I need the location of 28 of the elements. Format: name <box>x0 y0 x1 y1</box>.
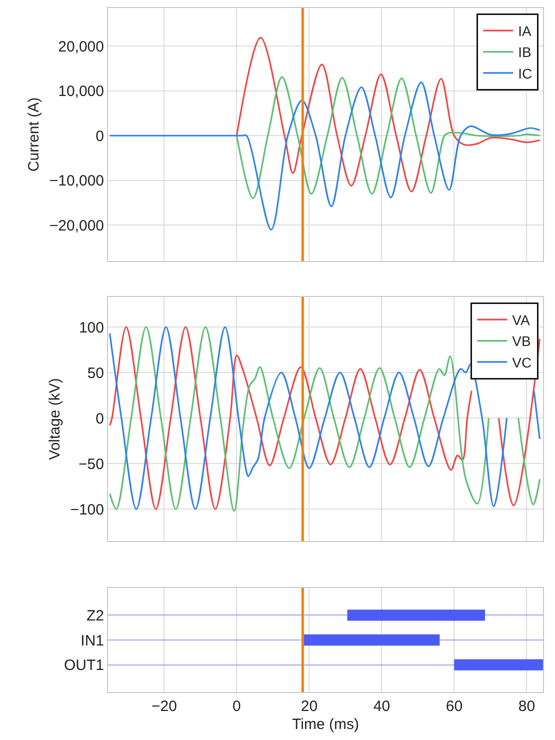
y-tick-label: 0 <box>96 128 104 145</box>
legend-label: IB <box>518 44 532 60</box>
y-tick-label: IN1 <box>80 632 104 650</box>
legend-label: IA <box>518 23 532 40</box>
x-tick-label: 20 <box>300 698 318 715</box>
x-axis-title: Time (ms) <box>292 716 359 733</box>
y-tick-label: −20,000 <box>49 217 104 234</box>
y-tick-label: Z2 <box>86 607 104 624</box>
y-tick-label: −50 <box>78 456 104 473</box>
x-tick-label: 40 <box>373 698 390 715</box>
y-tick-label: −100 <box>70 501 104 518</box>
x-tick-label: −20 <box>151 698 177 715</box>
y-axis-title: Voltage (kV) <box>46 378 64 460</box>
legend-label: VC <box>512 354 532 370</box>
x-tick-label: 80 <box>518 698 536 715</box>
legend-label: IC <box>518 65 532 82</box>
y-tick-label: 100 <box>78 319 104 336</box>
y-tick-label: 50 <box>87 364 104 382</box>
y-axis-title: Current (A) <box>26 97 43 172</box>
x-tick-label: 0 <box>232 698 241 715</box>
y-tick-label: 10,000 <box>58 83 104 100</box>
y-tick-label: −10,000 <box>49 172 104 190</box>
y-tick-label: 0 <box>96 410 104 428</box>
legend-label: VA <box>512 312 530 328</box>
legend-label: VB <box>512 333 531 350</box>
x-tick-label: 60 <box>446 698 463 715</box>
y-tick-label: OUT1 <box>64 657 104 674</box>
y-tick-label: 20,000 <box>58 38 104 56</box>
